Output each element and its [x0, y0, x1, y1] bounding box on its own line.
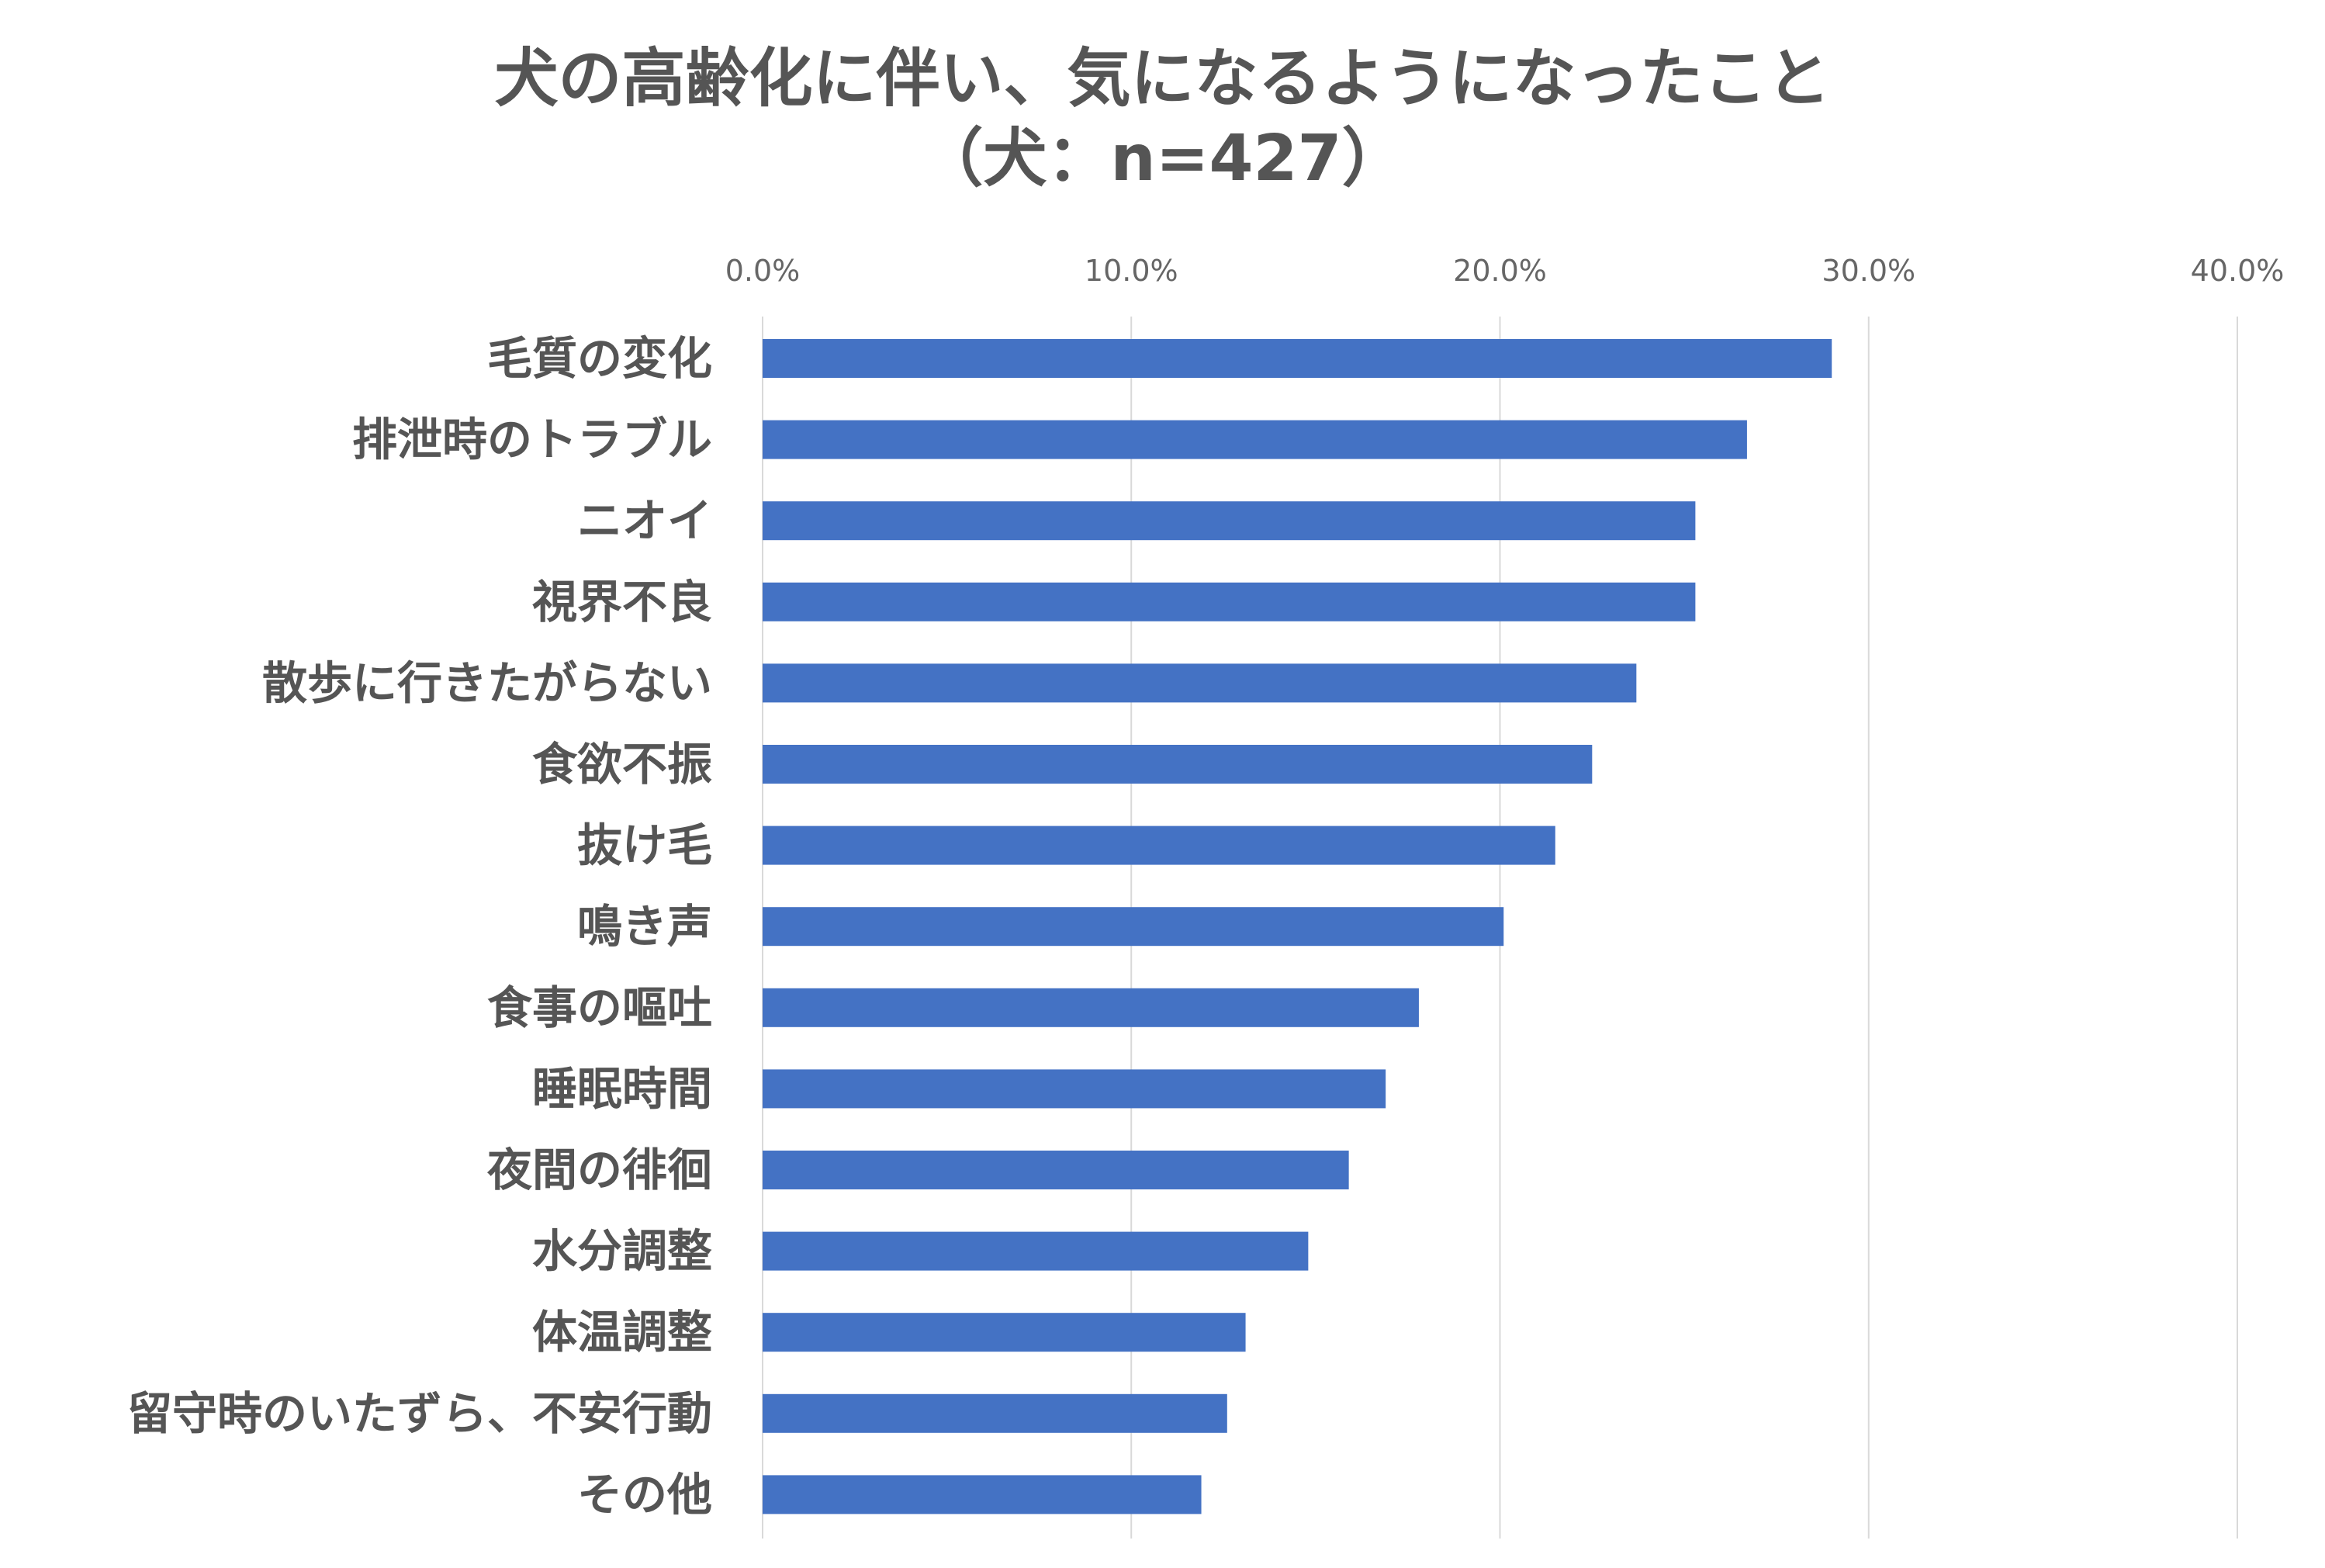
x-axis-ticks: 0.0% 10.0% 20.0% 30.0% 40.0% — [725, 254, 2285, 288]
bar — [763, 826, 1555, 865]
bar — [763, 582, 1696, 621]
bar — [763, 339, 1832, 378]
category-label: 毛質の変化 — [487, 332, 712, 385]
bar — [763, 988, 1419, 1027]
chart-subtitle: （犬：n=427） — [919, 122, 1406, 196]
category-label: 鳴き声 — [577, 900, 712, 953]
x-tick-label: 10.0% — [1085, 254, 1178, 288]
category-label: ニオイ — [577, 494, 712, 547]
category-label: 睡眠時間 — [532, 1062, 712, 1115]
category-label: 視界不良 — [532, 576, 712, 628]
category-label: 食事の嘔吐 — [487, 981, 712, 1034]
bar — [763, 663, 1637, 703]
category-label: 水分調整 — [532, 1225, 712, 1278]
bar — [763, 1231, 1309, 1271]
bar — [763, 420, 1747, 459]
bar — [763, 1475, 1202, 1514]
category-label: 体温調整 — [532, 1306, 712, 1359]
bar — [763, 745, 1593, 784]
bar — [763, 1151, 1349, 1189]
x-tick-label: 30.0% — [1822, 254, 1915, 288]
bar — [763, 1313, 1246, 1352]
category-label: 散歩に行きたがらない — [262, 656, 712, 709]
bar — [763, 1393, 1227, 1433]
category-label: 夜間の徘徊 — [486, 1144, 712, 1196]
bar — [763, 907, 1504, 947]
x-tick-label: 40.0% — [2191, 254, 2285, 288]
bar — [763, 501, 1696, 541]
chart-title: 犬の高齢化に伴い、気になるようになったこと — [494, 42, 1831, 116]
x-tick-label: 20.0% — [1453, 254, 1547, 288]
bars — [763, 339, 1832, 1514]
bar — [763, 1069, 1386, 1109]
category-label: 食欲不振 — [532, 738, 712, 791]
category-labels: 毛質の変化排泄時のトラブルニオイ視界不良散歩に行きたがらない食欲不振抜け毛鳴き声… — [127, 332, 712, 1521]
x-tick-label: 0.0% — [725, 254, 801, 288]
category-label: 抜け毛 — [577, 819, 712, 872]
category-label: 排泄時のトラブル — [352, 414, 712, 466]
category-label: 留守時のいたずら、不安行動 — [127, 1387, 712, 1440]
category-label: その他 — [577, 1468, 712, 1521]
